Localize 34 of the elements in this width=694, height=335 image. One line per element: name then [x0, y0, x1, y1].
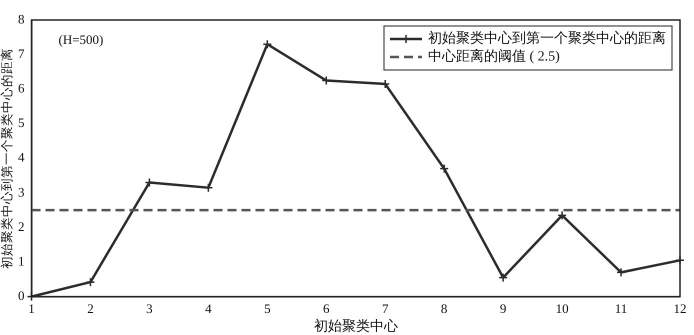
- point: [498, 272, 508, 282]
- x-tick-label: 7: [382, 300, 389, 316]
- x-tick-label: 9: [500, 300, 506, 316]
- y-tick-label: 5: [18, 115, 24, 130]
- x-tick-label: 6: [323, 300, 330, 316]
- x-tick-label: 5: [264, 300, 271, 316]
- point: [439, 164, 449, 174]
- legend-label: 初始聚类中心到第一个聚类中心的距离: [428, 30, 666, 47]
- x-axis-title: 初始聚类中心: [314, 318, 398, 334]
- y-axis-title: 初始聚类中心到第一个聚类中心的距离: [0, 48, 14, 269]
- y-tick-label: 0: [18, 288, 24, 304]
- point: [557, 210, 567, 220]
- y-tick-label: 3: [18, 184, 24, 200]
- x-tick-label: 4: [205, 300, 212, 316]
- x-tick-label: 11: [614, 300, 628, 316]
- y-tick-label: 8: [18, 11, 24, 26]
- x-tick-label: 10: [556, 300, 569, 316]
- x-tick-label: 3: [146, 300, 153, 316]
- x-tick-label: 1: [28, 300, 35, 316]
- x-tick-label: 12: [674, 300, 686, 316]
- y-tick-label: 4: [18, 150, 25, 165]
- x-tick-label: 2: [87, 300, 94, 316]
- point: [616, 268, 626, 278]
- point: [86, 277, 96, 287]
- y-tick-label: 7: [18, 46, 25, 61]
- point: [380, 79, 390, 89]
- point: [144, 178, 154, 188]
- annotation: (H=500): [58, 32, 104, 47]
- x-tick-label: 8: [440, 300, 448, 316]
- point: [262, 39, 272, 49]
- y-tick-label: 6: [18, 80, 25, 96]
- legend-label: 中心距离的阈值 ( 2.5): [428, 48, 560, 65]
- y-tick-label: 1: [18, 253, 24, 268]
- y-tick-label: 2: [18, 218, 24, 234]
